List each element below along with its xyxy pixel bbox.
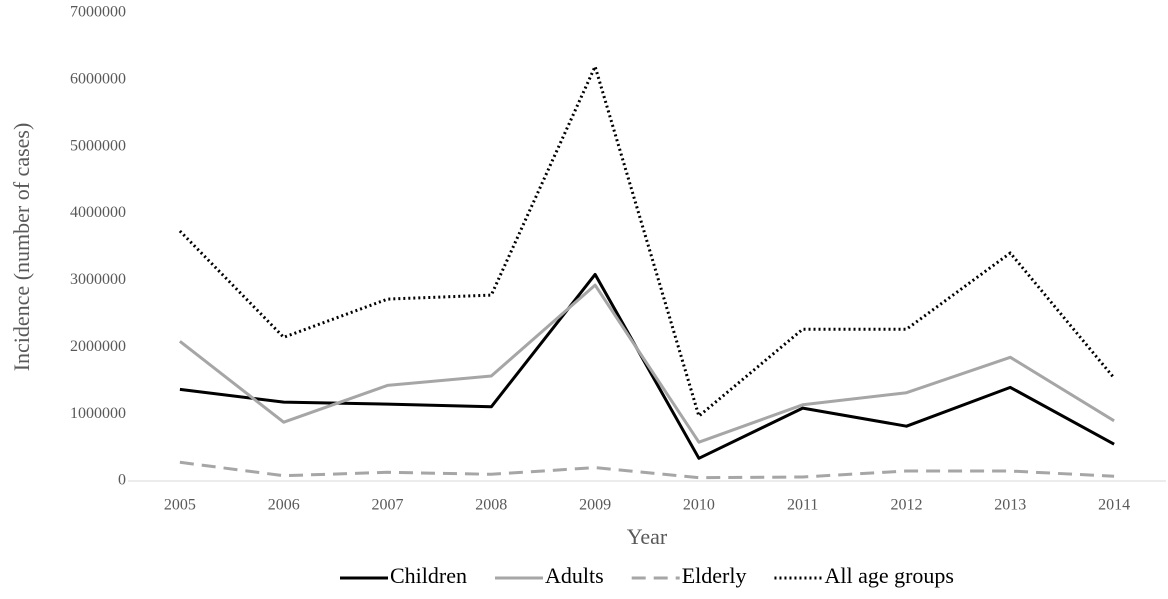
- x-tick-label: 2010: [683, 497, 715, 514]
- y-tick-label: 7000000: [70, 4, 126, 21]
- x-tick-label: 2005: [164, 497, 196, 514]
- x-axis-title: Year: [627, 524, 668, 549]
- legend-label: Adults: [545, 563, 604, 588]
- x-tick-label: 2007: [372, 497, 404, 514]
- y-tick-label: 5000000: [70, 137, 126, 154]
- y-axis-title: Incidence (number of cases): [9, 123, 34, 372]
- series-line: [178, 283, 1115, 444]
- x-tick-label: 2013: [994, 497, 1026, 514]
- x-tick-label: 2011: [787, 497, 818, 514]
- y-tick-label: 0: [118, 472, 126, 489]
- y-tick-label: 1000000: [70, 405, 126, 422]
- x-tick-label: 2014: [1098, 497, 1130, 514]
- x-tick-label: 2006: [268, 497, 300, 514]
- series-line: [178, 65, 1116, 418]
- legend-label: Elderly: [682, 563, 747, 588]
- y-tick-label: 6000000: [70, 71, 126, 88]
- x-tick-label: 2008: [475, 497, 507, 514]
- y-tick-label: 3000000: [70, 271, 126, 288]
- y-tick-label: 2000000: [70, 338, 126, 355]
- x-tick-label: 2012: [891, 497, 923, 514]
- series-line: [179, 460, 1115, 480]
- x-tick-label: 2009: [579, 497, 611, 514]
- y-tick-label: 4000000: [70, 204, 126, 221]
- legend-label: Children: [390, 563, 467, 588]
- legend-label: All age groups: [824, 563, 954, 588]
